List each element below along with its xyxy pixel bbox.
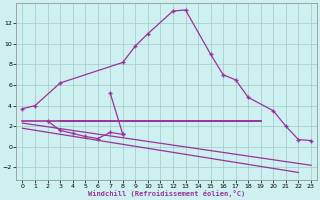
X-axis label: Windchill (Refroidissement éolien,°C): Windchill (Refroidissement éolien,°C)	[88, 190, 245, 197]
